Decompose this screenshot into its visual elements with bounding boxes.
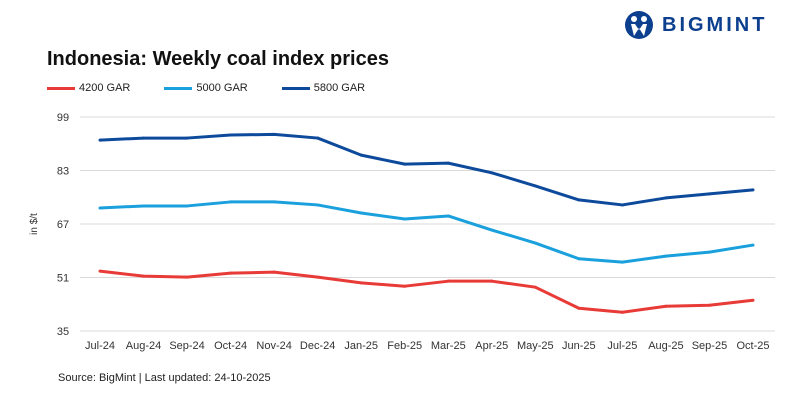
data-point	[446, 279, 450, 283]
data-point	[751, 243, 755, 247]
y-tick-label: 83	[57, 166, 69, 178]
data-point	[403, 217, 407, 221]
brand-name: BIGMINT	[662, 13, 768, 36]
data-point	[533, 285, 537, 289]
data-point	[577, 198, 581, 202]
data-point	[751, 188, 755, 192]
data-point	[98, 206, 102, 210]
data-point	[316, 203, 320, 207]
data-point	[577, 306, 581, 310]
series-line-5800-gar	[99, 132, 754, 207]
x-tick-label: Jun-25	[562, 340, 596, 352]
legend-item-4200: 4200 GAR	[47, 82, 130, 94]
data-point	[620, 310, 624, 314]
data-point	[403, 284, 407, 288]
data-point	[142, 204, 146, 208]
data-point	[229, 271, 233, 275]
data-point	[229, 200, 233, 204]
legend-label: 5000 GAR	[196, 82, 248, 94]
y-tick-label: 67	[57, 219, 69, 231]
data-point	[490, 279, 494, 283]
x-tick-label: Jan-25	[344, 340, 378, 352]
data-point	[272, 270, 276, 274]
x-tick-label: Aug-25	[648, 340, 683, 352]
y-tick-label: 99	[57, 112, 69, 124]
legend-swatch	[47, 86, 75, 90]
x-tick-label: Jul-25	[607, 340, 637, 352]
source-note: Source: BigMint | Last updated: 24-10-20…	[58, 372, 271, 384]
y-tick-label: 35	[57, 326, 69, 338]
x-tick-label: Oct-25	[736, 340, 769, 352]
data-point	[316, 275, 320, 279]
x-tick-label: Oct-24	[214, 340, 247, 352]
data-point	[533, 241, 537, 245]
x-tick-label: Apr-25	[475, 340, 508, 352]
data-point	[446, 161, 450, 165]
data-point	[707, 250, 711, 254]
legend-item-5000: 5000 GAR	[164, 82, 248, 94]
y-axis-label: in $/t	[29, 213, 40, 235]
y-tick-label: 51	[57, 273, 69, 285]
x-tick-label: Aug-24	[126, 340, 161, 352]
data-point	[664, 304, 668, 308]
data-point	[533, 184, 537, 188]
x-tick-label: Nov-24	[256, 340, 291, 352]
bigmint-logo: BIGMINT	[624, 10, 767, 40]
data-point	[664, 196, 668, 200]
x-tick-label: Feb-25	[387, 340, 422, 352]
data-point	[359, 211, 363, 215]
x-tick-label: May-25	[517, 340, 554, 352]
legend: 4200 GAR 5000 GAR 5800 GAR	[47, 82, 365, 94]
data-point	[142, 274, 146, 278]
x-tick-label: Jul-24	[85, 340, 115, 352]
data-point	[359, 153, 363, 157]
series-line-5000-gar	[99, 200, 754, 264]
data-point	[577, 257, 581, 261]
legend-item-5800: 5800 GAR	[281, 82, 366, 94]
data-point	[751, 298, 755, 302]
data-point	[620, 260, 624, 264]
x-tick-label: Sep-25	[692, 340, 727, 352]
data-point	[490, 171, 494, 175]
chart-title: Indonesia: Weekly coal index prices	[47, 48, 389, 70]
series-line-4200-gar	[99, 269, 754, 314]
data-point	[446, 214, 450, 218]
legend-swatch	[164, 86, 193, 90]
data-point	[185, 136, 189, 140]
data-point	[316, 136, 320, 140]
data-point	[403, 162, 407, 166]
data-point	[185, 204, 189, 208]
data-point	[142, 136, 146, 140]
legend-swatch	[281, 86, 310, 90]
data-point	[272, 132, 276, 136]
legend-label: 4200 GAR	[79, 82, 131, 94]
data-point	[185, 275, 189, 279]
data-point	[98, 138, 102, 142]
x-tick-label: Mar-25	[431, 340, 466, 352]
bigmint-logo-icon	[625, 11, 653, 39]
data-point	[98, 269, 102, 273]
legend-label: 5800 GAR	[313, 82, 366, 94]
data-point	[490, 228, 494, 232]
data-point	[620, 203, 624, 207]
data-point	[359, 281, 363, 285]
data-point	[229, 133, 233, 137]
data-point	[664, 254, 668, 258]
x-tick-label: Dec-24	[300, 340, 335, 352]
x-tick-label: Sep-24	[169, 340, 204, 352]
data-point	[707, 192, 711, 196]
data-point	[272, 200, 276, 204]
data-point	[707, 303, 711, 307]
